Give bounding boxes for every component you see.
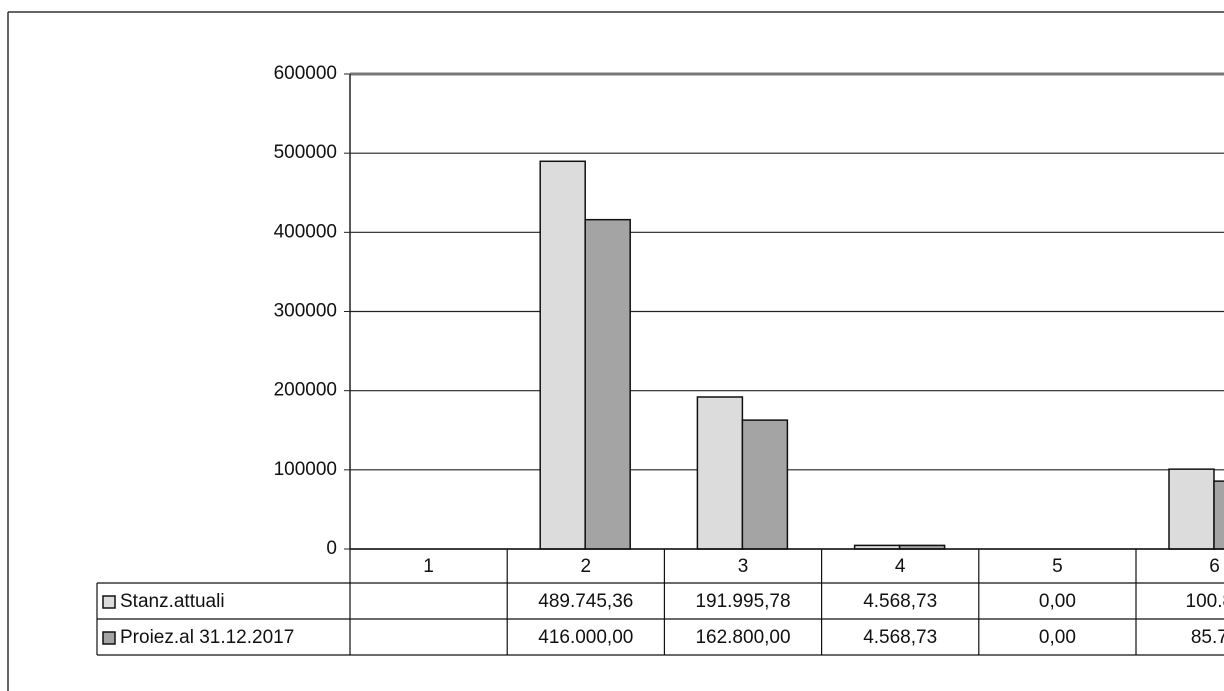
y-tick-label: 100000 xyxy=(274,459,337,480)
x-tick-label: 4 xyxy=(895,556,906,577)
bar xyxy=(539,160,586,550)
bar xyxy=(584,218,631,550)
value-label: 416.000,00 xyxy=(538,627,633,648)
y-tick-label: 600000 xyxy=(274,63,337,84)
y-tick-label: 0 xyxy=(326,538,337,559)
value-label: 100.85 xyxy=(1186,591,1224,612)
x-tick-label: 2 xyxy=(581,556,592,577)
value-label: 85.73 xyxy=(1191,627,1224,648)
value-label: 4.568,73 xyxy=(863,627,937,648)
y-tick-label: 200000 xyxy=(274,380,337,401)
value-label: 0,00 xyxy=(1039,627,1076,648)
y-tick-label: 300000 xyxy=(274,301,337,322)
bar xyxy=(741,419,789,550)
value-label: 4.568,73 xyxy=(863,591,937,612)
value-label: 191.995,78 xyxy=(695,591,790,612)
legend-label: Proiez.al 31.12.2017 xyxy=(120,627,294,648)
x-tick-label: 1 xyxy=(423,556,434,577)
x-tick-label: 5 xyxy=(1052,556,1063,577)
bar xyxy=(1213,480,1224,550)
x-tick-label: 6 xyxy=(1209,556,1220,577)
value-label: 0,00 xyxy=(1039,591,1076,612)
x-tick-label: 3 xyxy=(738,556,749,577)
bar xyxy=(1168,468,1215,550)
legend-swatch xyxy=(102,595,116,609)
y-tick-label: 400000 xyxy=(274,221,337,242)
bar xyxy=(696,396,744,550)
value-label: 162.800,00 xyxy=(695,627,790,648)
legend-swatch xyxy=(102,631,116,645)
value-label: 489.745,36 xyxy=(538,591,633,612)
y-tick-label: 500000 xyxy=(274,142,337,163)
legend-label: Stanz.attuali xyxy=(120,591,225,612)
